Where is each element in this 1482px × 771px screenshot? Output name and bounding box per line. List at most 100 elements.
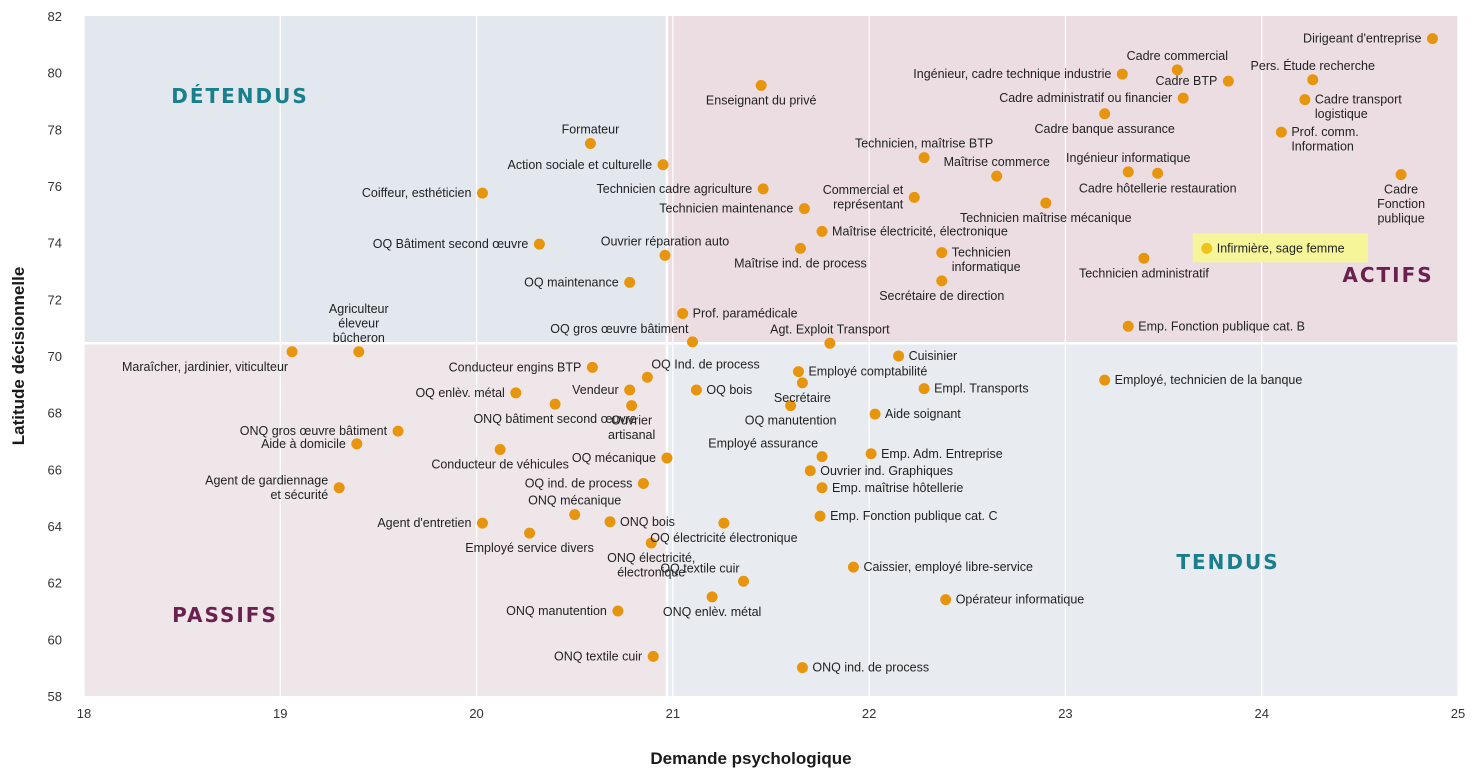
data-point [476, 517, 488, 529]
data-point [814, 510, 826, 522]
point-label: Emp. maîtrise hôtellerie [832, 481, 963, 495]
point-label: Enseignant du privé [706, 93, 817, 107]
highlight-box [1192, 233, 1368, 263]
point-label: Employé, technicien de la banque [1115, 373, 1303, 387]
data-point [392, 425, 404, 437]
data-points [286, 33, 1438, 674]
point-label: Opérateur informatique [956, 593, 1085, 607]
data-point [738, 575, 750, 587]
data-point [918, 383, 930, 395]
data-point [510, 387, 522, 399]
point-label: OQ électricité électronique [650, 531, 797, 545]
x-axis-title: Demande psychologique [650, 749, 851, 768]
point-label: Pers. Étude recherche [1251, 58, 1375, 73]
quadrant-bg-bottom-left [84, 343, 667, 696]
y-tick-label: 78 [48, 122, 62, 137]
quadrant-label-top-right: ACTIFS [1342, 263, 1433, 287]
data-point [586, 361, 598, 373]
point-label: Ouvrier artisanal [608, 414, 655, 443]
data-point [940, 594, 952, 606]
y-tick-label: 70 [48, 349, 62, 364]
data-point [661, 452, 673, 464]
point-label: OQ enlèv. métal [415, 386, 504, 400]
data-point [757, 183, 769, 195]
point-label: Emp. Fonction publique cat. B [1138, 319, 1305, 333]
data-point [1152, 167, 1164, 179]
data-point [286, 346, 298, 358]
point-label: Maraîcher, jardinier, viticulteur [122, 360, 288, 374]
data-point [353, 346, 365, 358]
point-label: Cadre banque assurance [1034, 122, 1174, 136]
point-label: Action sociale et culturelle [508, 158, 653, 172]
point-label: ONQ bâtiment second œuvre [473, 412, 636, 426]
point-label: Technicien, maîtrise BTP [855, 137, 993, 151]
point-label: Maîtrise ind. de process [734, 256, 867, 270]
point-label: Cadre transport logistique [1315, 92, 1402, 121]
x-tick-label: 18 [77, 706, 91, 721]
point-label: Cadre commercial [1127, 49, 1228, 63]
x-tick-label: 25 [1451, 706, 1465, 721]
x-tick-label: 24 [1254, 706, 1268, 721]
point-label: Prof. comm. Information [1291, 125, 1358, 154]
point-label: OQ maintenance [524, 275, 619, 289]
data-point [816, 225, 828, 237]
data-point [1122, 166, 1134, 178]
point-label: Ouvrier ind. Graphiques [820, 464, 953, 478]
data-point [569, 509, 581, 521]
point-label: Cadre hôtellerie restauration [1079, 181, 1237, 195]
y-axis-title: Latitude décisionnelle [9, 267, 28, 446]
point-label: Employé assurance [708, 437, 818, 451]
gridlines [83, 16, 1459, 696]
point-label: Agent de gardiennage et sécurité [205, 474, 328, 503]
point-label: Maîtrise électricité, électronique [832, 224, 1008, 238]
data-point [804, 465, 816, 477]
data-point [1395, 169, 1407, 181]
point-label: OQ gros œuvre bâtiment [550, 322, 689, 336]
y-tick-label: 68 [48, 406, 62, 421]
data-point [847, 561, 859, 573]
data-point [584, 138, 596, 149]
point-label: Aide à domicile [261, 437, 346, 451]
point-label: Coiffeur, esthéticien [362, 186, 472, 200]
point-label: Empl. Transports [934, 382, 1028, 396]
data-point [690, 384, 702, 396]
data-point [794, 242, 806, 254]
point-label: Cadre administratif ou financier [999, 91, 1172, 105]
data-point [918, 152, 930, 164]
point-label: OQ textile cuir [660, 561, 739, 575]
data-point [1138, 252, 1150, 264]
data-point [686, 336, 698, 348]
point-label: ONQ gros œuvre bâtiment [240, 424, 388, 438]
point-label: Ingénieur informatique [1066, 151, 1190, 165]
point-label: Commercial et représentant [823, 183, 904, 212]
point-label: Emp. Adm. Entreprise [881, 447, 1003, 461]
data-point [624, 276, 636, 288]
point-label: Technicien informatique [952, 245, 1021, 274]
quadrant-backgrounds [84, 16, 1458, 696]
data-point [1299, 94, 1311, 106]
data-point [1426, 33, 1438, 45]
data-point [524, 527, 536, 539]
point-label: OQ bois [706, 383, 752, 397]
data-point [991, 170, 1003, 182]
y-tick-label: 72 [48, 292, 62, 307]
y-tick-label: 64 [48, 519, 62, 534]
point-label: Agriculteur éleveur bûcheron [329, 302, 389, 345]
data-point [792, 366, 804, 378]
point-label: Secrétaire [774, 391, 831, 405]
data-point [796, 377, 808, 389]
data-point [936, 275, 948, 287]
y-tick-label: 58 [48, 689, 62, 704]
point-label: Formateur [562, 123, 620, 137]
point-label: ONQ électricité, électronique [607, 551, 695, 580]
point-label: Emp. Fonction publique cat. C [830, 509, 997, 523]
data-point [647, 650, 659, 662]
data-point [936, 247, 948, 259]
data-point [755, 79, 767, 91]
x-tick-label: 21 [666, 706, 680, 721]
quadrant-label-bottom-left: PASSIFS [172, 603, 278, 627]
data-point [1171, 64, 1183, 76]
data-point [1099, 374, 1111, 386]
data-point [351, 438, 363, 450]
